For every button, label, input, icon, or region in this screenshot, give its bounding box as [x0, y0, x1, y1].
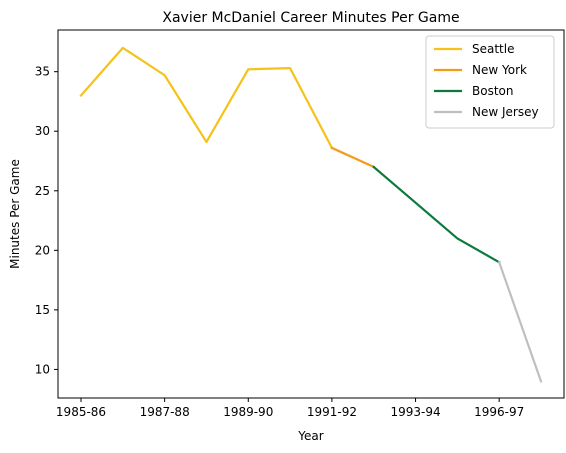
x-tick-label: 1987-88 [140, 405, 190, 419]
legend-box [425, 35, 555, 129]
legend: Seattle New York Boston New Jersey [425, 35, 555, 129]
y-axis: 10 15 20 25 30 35 [35, 65, 58, 376]
series-line-boston [372, 165, 501, 264]
series-line-new-jersey [497, 260, 543, 383]
x-tick-label: 1989-90 [223, 405, 273, 419]
series-line-new-york [330, 146, 376, 169]
y-tick-label: 25 [35, 184, 50, 198]
x-tick-label: 1993-94 [390, 405, 440, 419]
y-tick-label: 15 [35, 303, 50, 317]
x-axis-label: Year [297, 429, 323, 443]
chart-title: Xavier McDaniel Career Minutes Per Game [162, 10, 459, 26]
y-tick-label: 35 [35, 65, 50, 79]
x-tick-label: 1996-97 [474, 405, 524, 419]
y-tick-label: 20 [35, 243, 50, 257]
y-tick-label: 10 [35, 362, 50, 376]
plot-frame [57, 29, 565, 399]
series-lines [79, 46, 543, 383]
y-tick-label: 30 [35, 124, 50, 138]
x-tick-label: 1985-86 [56, 405, 106, 419]
series-line-seattle [79, 46, 334, 150]
legend-label-new-york: New York [472, 63, 527, 77]
legend-label-boston: Boston [472, 84, 513, 98]
y-axis-label: Minutes Per Game [8, 159, 22, 269]
x-tick-label: 1991-92 [307, 405, 357, 419]
x-axis: 1985-86 1987-88 1989-90 1991-92 1993-94 1996-… [56, 398, 524, 419]
legend-label-seattle: Seattle [472, 42, 514, 56]
legend-label-new-jersey: New Jersey [472, 105, 539, 119]
